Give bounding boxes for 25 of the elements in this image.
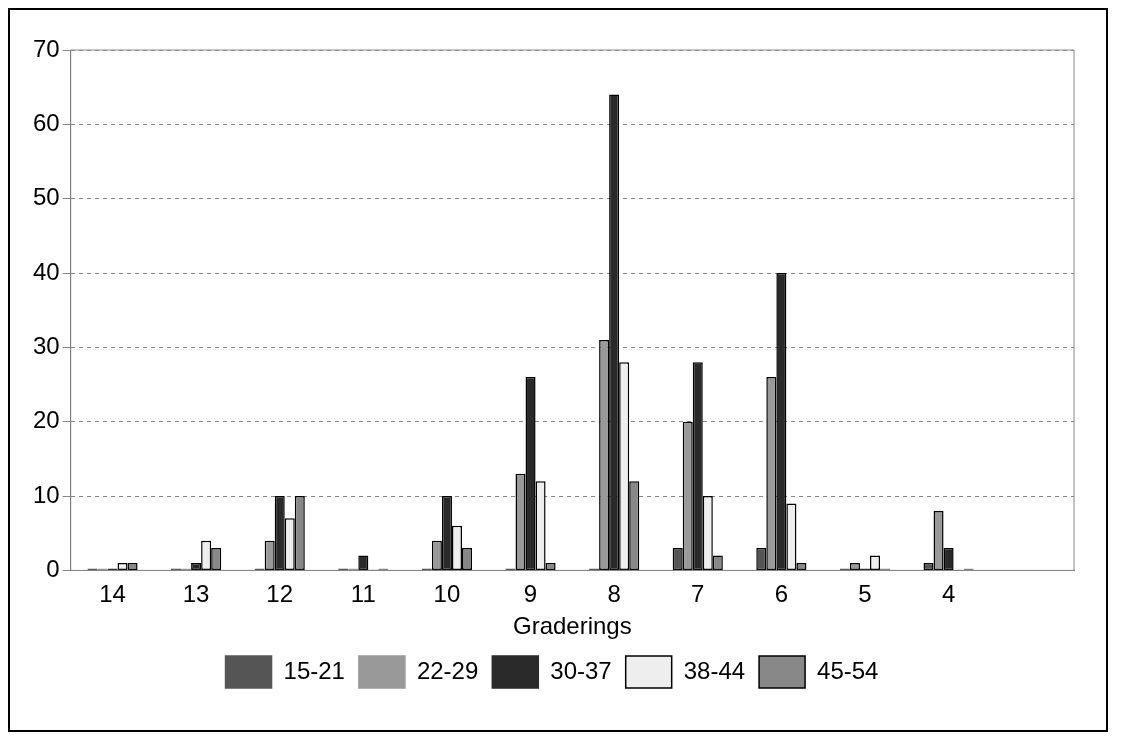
x-tick-label: 10 [433,580,461,608]
x-tick-label: 7 [691,580,705,608]
y-tick-label: 70 [32,34,60,62]
x-tick-label: 14 [99,580,126,608]
x-tick-label: 9 [523,580,538,608]
y-tick-label: 50 [32,183,60,211]
x-tick-label: 6 [774,580,789,608]
x-axis-title: Graderings [512,612,632,640]
legend-label: 45-54 [817,656,879,684]
y-tick-label: 30 [32,332,60,359]
legend-label: 22-29 [416,656,479,684]
legend-label: 30-37 [550,656,612,684]
y-tick-label: 40 [32,257,60,285]
x-tick-label: 11 [350,580,376,608]
y-tick-label: 60 [32,108,60,136]
y-tick-label: 0 [46,555,60,583]
x-tick-label: 12 [266,580,294,608]
x-tick-label: 4 [941,580,956,608]
y-tick-label: 10 [32,480,60,508]
legend-label: 38-44 [683,656,746,684]
y-tick-label: 20 [32,406,60,434]
x-tick-label: 5 [858,580,872,608]
legend-label: 15-21 [283,656,345,684]
x-tick-label: 13 [182,580,210,608]
x-tick-label: 8 [607,580,621,608]
